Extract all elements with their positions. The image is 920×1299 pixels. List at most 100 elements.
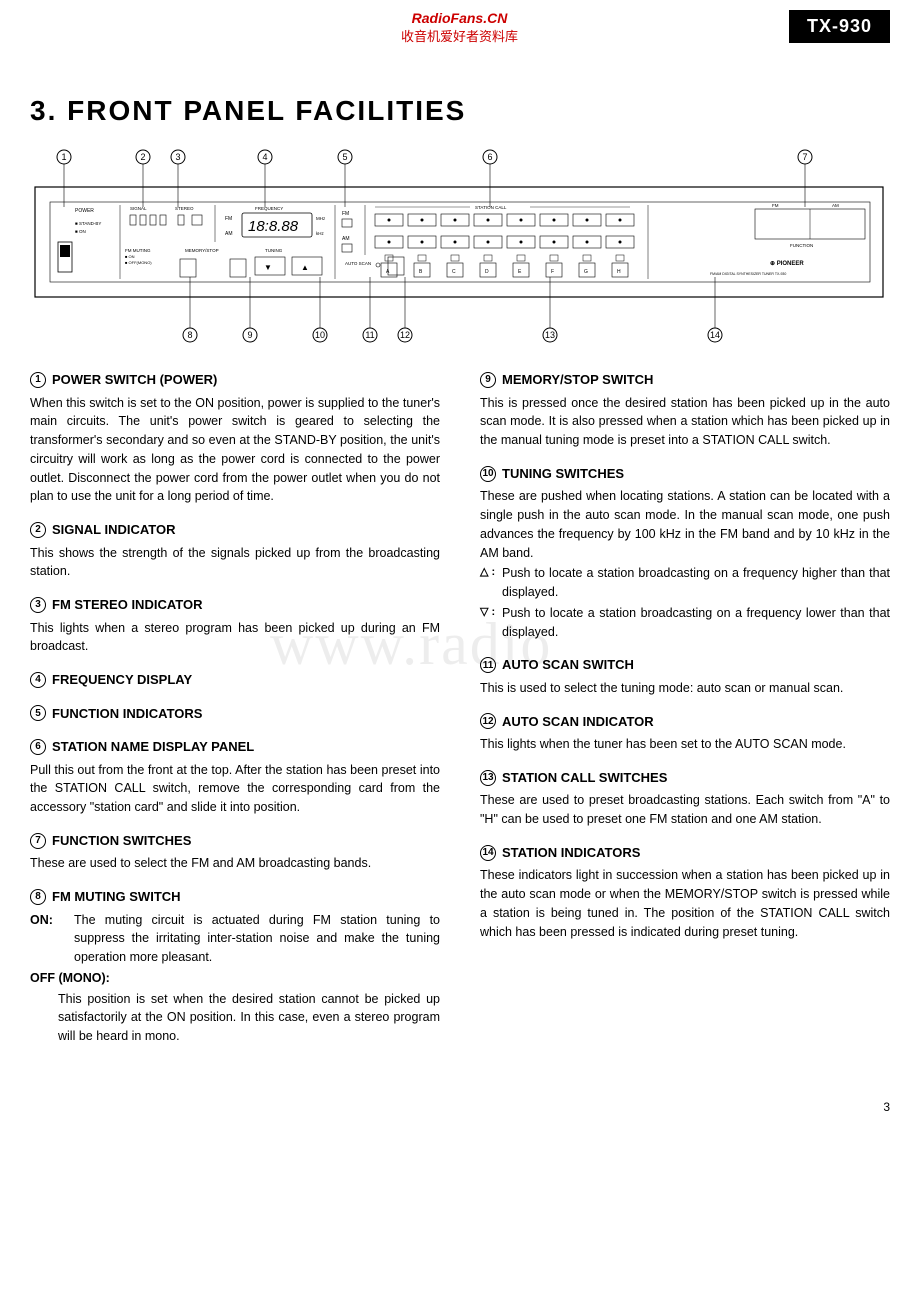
svg-text:12: 12 <box>400 330 410 340</box>
sublabel: OFF (MONO): <box>30 969 110 988</box>
entry-5: 5FUNCTION INDICATORS <box>30 704 440 724</box>
entry-7: 7 FUNCTION SWITCHES These are used to sele… <box>30 831 440 873</box>
entry-12: 12 AUTO SCAN INDICATOR This lights when th… <box>480 712 890 754</box>
svg-text:2: 2 <box>140 152 145 162</box>
entry-14: 14 STATION INDICATORS These indicators lig… <box>480 843 890 942</box>
svg-text:▲: ▲ <box>301 263 309 272</box>
callout-circle-3: 3 <box>30 597 46 613</box>
svg-text:8: 8 <box>187 330 192 340</box>
callout-circle-8: 8 <box>30 889 46 905</box>
heading-text: TUNING SWITCHES <box>502 464 624 484</box>
page-number: 3 <box>30 1100 890 1114</box>
entry-heading-3: 3FM STEREO INDICATOR <box>30 595 440 615</box>
svg-text:■ OFF(MONO): ■ OFF(MONO) <box>125 260 152 265</box>
svg-text:1: 1 <box>61 152 66 162</box>
svg-text:F: F <box>551 269 554 275</box>
svg-text:STEREO: STEREO <box>175 206 194 211</box>
entry-4: 4FREQUENCY DISPLAY <box>30 670 440 690</box>
callout-circle-1: 1 <box>30 372 46 388</box>
subitem: OFF (MONO): <box>30 969 440 988</box>
svg-text:MHz: MHz <box>316 216 326 221</box>
svg-text:3: 3 <box>175 152 180 162</box>
right-column: 9 MEMORY/STOP SWITCH This is pressed once … <box>480 370 890 1060</box>
subitem: ON:The muting circuit is actuated during… <box>30 911 440 967</box>
callout-circle-6: 6 <box>30 739 46 755</box>
left-column: 1 POWER SWITCH (POWER) When this switch is… <box>30 370 440 1060</box>
entry-heading-5: 5FUNCTION INDICATORS <box>30 704 440 724</box>
svg-text:AM: AM <box>832 203 839 208</box>
entry-heading-10: 10 TUNING SWITCHES <box>480 464 890 484</box>
page: www.radio RadioFans.CN 收音机爱好者资料库 TX-930 … <box>30 10 890 1114</box>
entry-body-9: This is pressed once the desired station… <box>480 394 890 450</box>
heading-text: SIGNAL INDICATOR <box>52 520 176 540</box>
entry-1: 1 POWER SWITCH (POWER) When this switch is… <box>30 370 440 506</box>
entry-body-12: This lights when the tuner has been set … <box>480 735 890 754</box>
svg-text:⊕ PIONEER: ⊕ PIONEER <box>770 261 804 267</box>
entry-body-10: These are pushed when locating stations.… <box>480 487 890 562</box>
svg-text:■ ON: ■ ON <box>75 229 86 234</box>
subitem: This position is set when the desired st… <box>30 990 440 1046</box>
svg-text:11: 11 <box>365 330 374 340</box>
svg-text:9: 9 <box>247 330 252 340</box>
model-badge: TX-930 <box>789 10 890 43</box>
subtext: Push to locate a station broadcasting on… <box>502 564 890 602</box>
svg-text:■ STAND-BY: ■ STAND-BY <box>75 221 101 226</box>
callout-circle-7: 7 <box>30 833 46 849</box>
heading-text: MEMORY/STOP SWITCH <box>502 370 653 390</box>
entry-heading-2: 2SIGNAL INDICATOR <box>30 520 440 540</box>
entry-body-2: This shows the strength of the signals p… <box>30 544 440 582</box>
entry-heading-14: 14 STATION INDICATORS <box>480 843 890 863</box>
entry-body-14: These indicators light in succession whe… <box>480 866 890 941</box>
callout-circle-14: 14 <box>480 845 496 861</box>
callout-circle-5: 5 <box>30 705 46 721</box>
svg-text:H: H <box>617 269 621 275</box>
entry-heading-12: 12 AUTO SCAN INDICATOR <box>480 712 890 732</box>
callout-circle-11: 11 <box>480 657 496 673</box>
svg-text:A: A <box>386 269 390 275</box>
section-title: 3. FRONT PANEL FACILITIES <box>30 95 890 127</box>
svg-text:18:8.88: 18:8.88 <box>248 218 299 235</box>
heading-text: STATION INDICATORS <box>502 843 640 863</box>
callout-circle-10: 10 <box>480 466 496 482</box>
callout-circle-12: 12 <box>480 713 496 729</box>
entry-heading-6: 6 STATION NAME DISPLAY PANEL <box>30 737 440 757</box>
sublabel: ON: <box>30 911 68 967</box>
sublabel: ▽ : <box>480 604 496 642</box>
subtext: The muting circuit is actuated during FM… <box>74 911 440 967</box>
entry-2: 2SIGNAL INDICATOR This shows the strength… <box>30 520 440 581</box>
entry-heading-13: 13STATION CALL SWITCHES <box>480 768 890 788</box>
svg-text:AUTO SCAN: AUTO SCAN <box>345 261 371 266</box>
svg-text:B: B <box>419 269 423 275</box>
entry-6: 6 STATION NAME DISPLAY PANEL Pull this out… <box>30 737 440 817</box>
subtext: Push to locate a station broadcasting on… <box>502 604 890 642</box>
heading-text: AUTO SCAN INDICATOR <box>502 712 654 732</box>
top-watermark: RadioFans.CN 收音机爱好者资料库 <box>130 10 789 45</box>
watermark-subtitle: 收音机爱好者资料库 <box>130 26 789 45</box>
svg-text:SIGNAL: SIGNAL <box>130 206 147 211</box>
svg-text:FM: FM <box>342 211 349 217</box>
entry-body-6: Pull this out from the front at the top.… <box>30 761 440 817</box>
entry-body-1: When this switch is set to the ON positi… <box>30 394 440 507</box>
svg-text:kHz: kHz <box>316 231 324 236</box>
heading-text: AUTO SCAN SWITCH <box>502 655 634 675</box>
heading-text: POWER SWITCH (POWER) <box>52 370 217 390</box>
entry-8: 8 FM MUTING SWITCH ON:The muting circuit i… <box>30 887 440 1046</box>
entry-3: 3FM STEREO INDICATORThis lights when a s… <box>30 595 440 656</box>
heading-text: FM MUTING SWITCH <box>52 887 181 907</box>
svg-text:POWER: POWER <box>75 208 94 214</box>
svg-text:4: 4 <box>262 152 267 162</box>
svg-text:STATION CALL: STATION CALL <box>475 205 507 210</box>
entry-body-7: These are used to select the FM and AM b… <box>30 854 440 873</box>
entry-10: 10 TUNING SWITCHES These are pushed when l… <box>480 464 890 642</box>
svg-text:5: 5 <box>342 152 347 162</box>
svg-text:FREQUENCY: FREQUENCY <box>255 206 283 211</box>
svg-text:AM: AM <box>342 236 350 242</box>
svg-text:FM MUTING: FM MUTING <box>125 248 151 253</box>
callout-circle-9: 9 <box>480 372 496 388</box>
svg-text:FM/AM DIGITAL SYNTHESIZER TUNE: FM/AM DIGITAL SYNTHESIZER TUNER TX-930 <box>710 272 786 276</box>
entry-body-13: These are used to preset broadcasting st… <box>480 791 890 829</box>
svg-text:10: 10 <box>315 330 325 340</box>
heading-text: FUNCTION SWITCHES <box>52 831 191 851</box>
heading-text: STATION NAME DISPLAY PANEL <box>52 737 254 757</box>
svg-text:E: E <box>518 269 522 275</box>
